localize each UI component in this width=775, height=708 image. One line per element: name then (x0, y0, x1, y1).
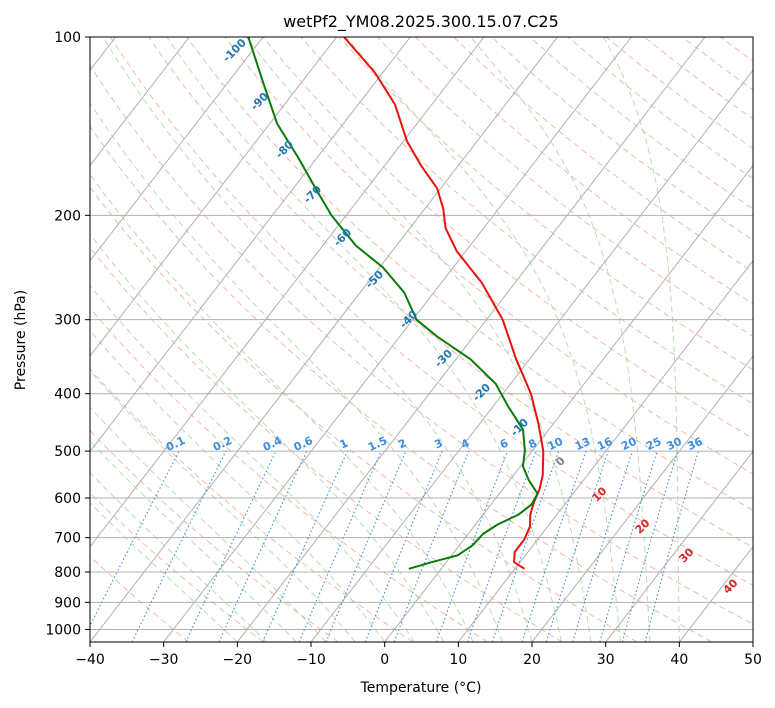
isotherm-line (752, 641, 753, 642)
isotherm-line (236, 37, 706, 642)
mixing-ratio-line (435, 450, 509, 642)
y-tick-label: 200 (54, 208, 81, 224)
dry-adiabat (90, 429, 339, 642)
mixing-ratio-label: 25 (644, 435, 663, 453)
mixing-ratio-line (262, 450, 348, 642)
dewpoint-profile-line (247, 37, 539, 570)
mixing-ratio-line (364, 450, 443, 642)
isotherm-line (457, 259, 753, 642)
isotherm-line (90, 37, 338, 357)
dry-adiabat (338, 37, 753, 371)
dry-adiabat (90, 186, 638, 642)
isotherm-line (90, 37, 190, 167)
moist-adiabat (90, 284, 415, 642)
chart-title: wetPf2_YM08.2025.300.15.07.C25 (283, 12, 559, 32)
isotherm-line (90, 37, 411, 453)
y-tick-label: 900 (54, 595, 81, 611)
isotherm-line (384, 164, 753, 642)
mixing-ratio-line (621, 450, 679, 642)
dry-adiabat (377, 37, 753, 338)
mixing-ratio-line (466, 450, 537, 642)
moist-adiabat (90, 102, 503, 642)
plot-frame (89, 36, 754, 643)
dry-adiabat (90, 125, 712, 642)
moist-adiabat (345, 37, 621, 642)
moist-adiabat (603, 37, 680, 642)
isobar-lines (90, 37, 753, 630)
x-tick-label: −10 (296, 652, 326, 668)
y-tick-label: 600 (54, 491, 81, 507)
x-tick-label: 20 (523, 652, 541, 668)
plot-background (90, 37, 753, 642)
y-tick-label: 300 (54, 313, 81, 329)
x-tick-label: 30 (597, 652, 615, 668)
profile-series (247, 37, 545, 570)
y-tick-label: 1000 (45, 622, 81, 638)
isotherm-line (605, 450, 753, 642)
dry-adiabat (148, 37, 753, 548)
dry-adiabat (90, 246, 563, 642)
x-tick-label: 40 (670, 652, 688, 668)
mixing-ratio-line (325, 450, 407, 642)
x-tick-label: −30 (149, 652, 179, 668)
dry-adiabat (109, 37, 753, 586)
moist-adiabat (90, 440, 297, 642)
mixing-ratio-line (644, 450, 700, 642)
temperature-profile-line (343, 37, 545, 570)
x-axis: −40 −30 −20 −10 0 10 20 30 40 50 (75, 642, 762, 668)
isotherm-line (90, 37, 264, 262)
x-tick-label: 0 (380, 652, 389, 668)
mixing-ratio-line (545, 450, 609, 642)
mixing-ratio-line (521, 450, 587, 642)
y-tick-label: 100 (54, 30, 81, 46)
x-tick-label: 10 (449, 652, 467, 668)
x-tick-label: −20 (223, 652, 253, 668)
y-tick-label: 400 (54, 387, 81, 403)
dry-adiabat (90, 555, 190, 642)
y-axis-title: Pressure (hPa) (13, 290, 29, 390)
isotherm-line (531, 355, 753, 642)
moist-adiabat (245, 37, 592, 642)
mixing-ratio-label: 30 (665, 435, 685, 453)
mixing-ratio-line (572, 450, 634, 642)
mixing-ratio-line (599, 450, 658, 642)
x-tick-label: 50 (744, 652, 762, 668)
dry-adiabat (759, 37, 775, 642)
mixing-ratio-label: 10 (546, 435, 566, 453)
moist-adiabat (470, 37, 651, 642)
dry-adiabat (90, 64, 753, 625)
y-tick-label: 500 (54, 444, 81, 460)
mixing-ratio-line (131, 450, 227, 642)
mixing-ratio-lines (90, 450, 700, 642)
moist-adiabat (102, 37, 533, 642)
moist-adiabat (90, 370, 356, 642)
isotherm-line (310, 69, 753, 642)
dry-adiabat (415, 37, 753, 305)
moist-adiabat (90, 406, 327, 642)
moist-adiabat (90, 471, 268, 642)
dry-adiabat (90, 307, 488, 642)
dry-adiabat (186, 37, 753, 511)
y-tick-label: 800 (54, 565, 81, 581)
isotherm-line (163, 37, 632, 642)
y-axis: 100 200 300 400 500 600 700 800 900 1000 (45, 30, 90, 638)
mixing-ratio-line (298, 450, 382, 642)
mixing-ratio-label: 36 (685, 435, 705, 453)
moist-adiabat (90, 173, 474, 642)
mixing-ratio-label: 20 (619, 435, 639, 453)
x-tick-label: −40 (75, 652, 105, 668)
isotherm-line (90, 37, 559, 642)
background-lines (90, 37, 775, 642)
y-tick-label: 700 (54, 531, 81, 547)
x-axis-title: Temperature (°C) (360, 680, 482, 696)
mixing-ratio-line (491, 450, 560, 642)
moist-adiabat (90, 502, 238, 642)
mixing-ratio-line (393, 450, 470, 642)
mixing-ratio-label: 16 (595, 435, 615, 453)
moist-adiabat (90, 233, 445, 642)
moist-adiabat (166, 37, 562, 642)
mixing-ratio-label: 13 (573, 435, 592, 453)
